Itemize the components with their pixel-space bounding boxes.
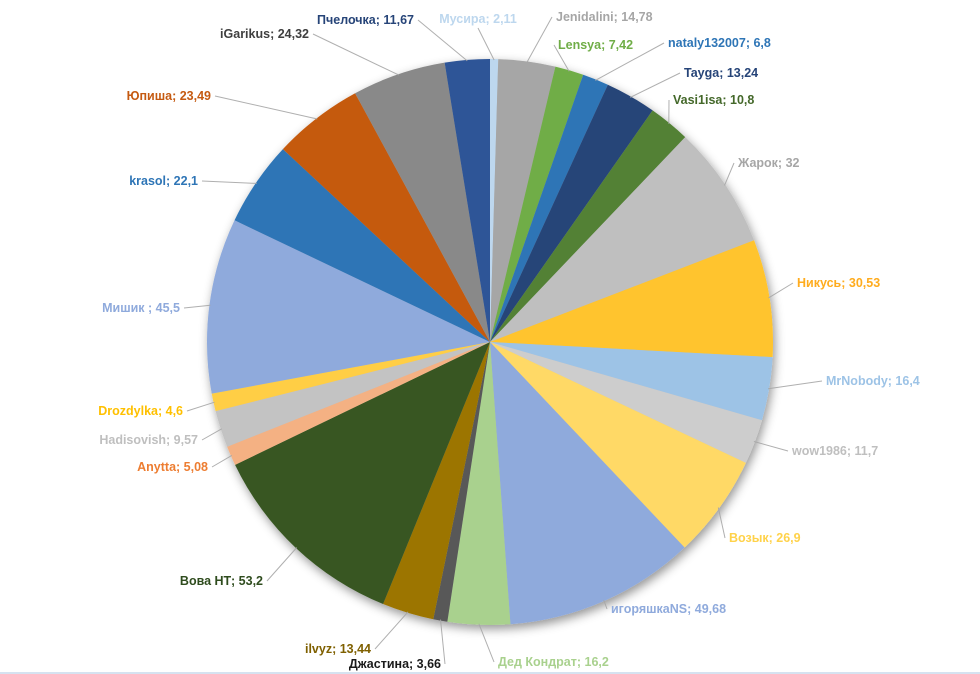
leader-line-MrNobody <box>768 380 823 390</box>
leader-line-krasol <box>201 180 257 184</box>
pie-slice-Юпиша[interactable] <box>282 93 490 343</box>
pie-slice-Жарок[interactable] <box>490 137 755 342</box>
leader-line-iGarikus <box>312 33 400 76</box>
pie-slice-Мишик[interactable] <box>206 220 490 394</box>
leader-line-Юпиша <box>214 95 318 120</box>
pie-label-Вова НТ[interactable]: Вова НТ; 53,2 <box>180 574 263 588</box>
leader-line-Мишик <box>183 304 211 309</box>
pie-label-Lensya[interactable]: Lensya; 7,42 <box>558 38 633 52</box>
pie-label-Мишик[interactable]: Мишик ; 45,5 <box>102 301 180 315</box>
pie-label-nataly132007[interactable]: nataly132007; 6,8 <box>668 36 771 50</box>
pie-label-iGarikus[interactable]: iGarikus; 24,32 <box>220 27 309 41</box>
leader-line-Джастина <box>440 619 446 665</box>
leader-line-Жарок <box>724 162 735 186</box>
pie-label-Tayga[interactable]: Tayga; 13,24 <box>684 66 758 80</box>
pie-slice-Hadisovish[interactable] <box>215 342 490 447</box>
pie-slice-Lensya[interactable] <box>490 66 584 342</box>
pie-label-Юпиша[interactable]: Юпиша; 23,49 <box>127 89 211 103</box>
pie-slice-iGarikus[interactable] <box>355 62 490 342</box>
pie-slice-nataly132007[interactable] <box>490 74 608 342</box>
pie-slice-Jenidalini[interactable] <box>490 59 556 343</box>
pie-slice-Никусь[interactable] <box>490 240 773 358</box>
leader-line-Anytta <box>211 454 233 468</box>
pie-slice-Мусира[interactable] <box>490 59 499 342</box>
leader-line-wow1986 <box>753 441 789 452</box>
window-edge-line <box>0 672 980 674</box>
pie-slice-Drozdylka[interactable] <box>211 342 491 412</box>
pie-label-Мусира[interactable]: Мусира; 2,11 <box>439 12 517 26</box>
leader-line-Мусира <box>477 27 495 61</box>
pie-label-Drozdylka[interactable]: Drozdylka; 4,6 <box>98 404 183 418</box>
pie-label-Джастина[interactable]: Джастина; 3,66 <box>349 657 441 671</box>
pie-slice-wow1986[interactable] <box>490 342 762 463</box>
pie-label-Vasi1isa[interactable]: Vasi1isa; 10,8 <box>673 93 754 107</box>
pie-label-Жарок[interactable]: Жарок; 32 <box>737 156 800 170</box>
pie-label-Никусь[interactable]: Никусь; 30,53 <box>797 276 880 290</box>
leader-line-nataly132007 <box>595 42 665 81</box>
pie-label-wow1986[interactable]: wow1986; 11,7 <box>791 444 878 458</box>
pie-slice-игоряшкаNS[interactable] <box>490 342 685 625</box>
pie-label-Hadisovish[interactable]: Hadisovish; 9,57 <box>99 433 198 447</box>
leader-line-Возык <box>717 507 726 539</box>
leader-line-Tayga <box>630 72 681 98</box>
pie-label-krasol[interactable]: krasol; 22,1 <box>129 174 198 188</box>
pie-slice-Пчелочка[interactable] <box>444 59 490 342</box>
pie-slice-Anytta[interactable] <box>227 342 490 465</box>
pie-label-MrNobody[interactable]: MrNobody; 16,4 <box>826 374 920 388</box>
pie-slice-Вова НТ[interactable] <box>235 342 490 605</box>
pie-slice-Джастина[interactable] <box>433 342 490 622</box>
leader-line-Jenidalini <box>526 16 553 63</box>
pie-label-игоряшкаNS[interactable]: игоряшкаNS; 49,68 <box>611 602 726 616</box>
leader-line-Drozdylka <box>186 401 215 412</box>
pie-labels-group: Мусира; 2,11 Jenidalini; 14,78 Lensya; 7,4… <box>98 10 920 671</box>
leader-line-игоряшкаNS <box>603 599 608 610</box>
leader-line-Пчелочка <box>417 19 468 62</box>
pie-slice-MrNobody[interactable] <box>490 342 773 421</box>
pie-slice-Дед Кондрат[interactable] <box>447 342 511 625</box>
pie-label-Anytta[interactable]: Anytta; 5,08 <box>137 460 208 474</box>
pie-label-Jenidalini[interactable]: Jenidalini; 14,78 <box>556 10 653 24</box>
pie-slices-group <box>206 59 773 625</box>
pie-label-Возык[interactable]: Возык; 26,9 <box>729 531 801 545</box>
leader-line-ilvyz <box>374 611 409 650</box>
pie-label-Пчелочка[interactable]: Пчелочка; 11,67 <box>317 13 414 27</box>
leader-line-Никусь <box>768 282 794 299</box>
leader-line-Lensya <box>553 44 570 72</box>
leader-lines-group <box>183 16 823 665</box>
leader-line-Hadisovish <box>201 428 222 441</box>
pie-slice-ilvyz[interactable] <box>383 342 490 620</box>
pie-slice-krasol[interactable] <box>234 149 490 342</box>
pie-slice-Возык[interactable] <box>490 342 746 548</box>
pie-label-Дед Кондрат[interactable]: Дед Кондрат; 16,2 <box>498 655 609 669</box>
pie-slice-Tayga[interactable] <box>490 84 653 342</box>
pie-slice-Vasi1isa[interactable] <box>490 110 686 342</box>
leader-line-Вова НТ <box>266 547 298 582</box>
pie-label-ilvyz[interactable]: ilvyz; 13,44 <box>305 642 371 656</box>
leader-line-Дед Кондрат <box>478 623 495 663</box>
